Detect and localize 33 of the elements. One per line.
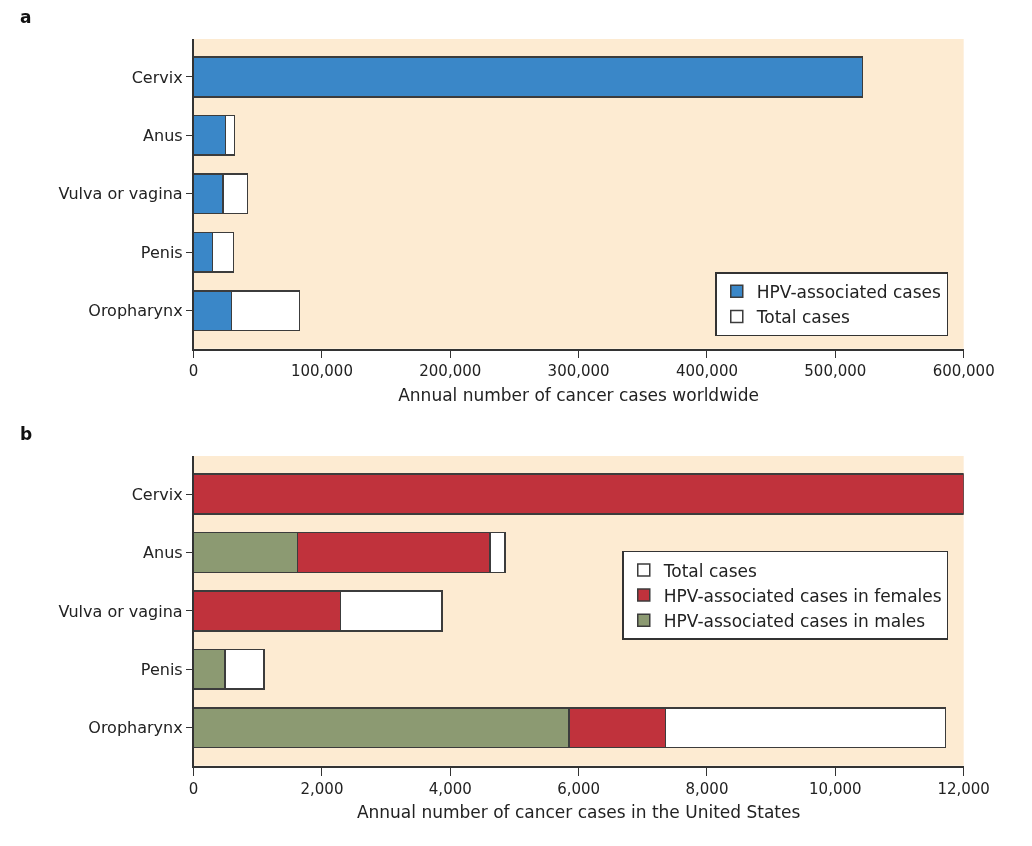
text: a [20,7,32,27]
y-tick-label: Cervix [131,484,183,504]
x-tick-label: 400,000 [675,362,738,381]
y-tick-label: Vulva or vagina [58,601,183,621]
text: b [20,424,33,444]
legend-label: HPV-associated cases [756,281,941,302]
x-tick-label: 100,000 [290,362,353,381]
x-tick-label: 0 [188,362,199,381]
x-tick-label: 500,000 [804,362,867,381]
y-tick-label: Oropharynx [88,718,183,738]
y-tick-label: Anus [143,125,183,145]
y-tick-label: Anus [143,543,183,563]
x-tick-label: 0 [188,779,199,798]
x-tick-label: 600,000 [932,362,995,381]
y-tick-label: Vulva or vagina [58,184,183,204]
x-axis-title: Annual number of cancer cases in the United States [356,802,801,823]
x-tick-label: 200,000 [419,362,482,381]
x-tick-label: 6,000 [557,779,601,798]
x-tick-label: 8,000 [685,779,729,798]
x-tick-label: 300,000 [547,362,610,381]
legend-label: HPV-associated cases in females [663,585,942,606]
x-tick-label: 2,000 [300,779,344,798]
legend-label: Total cases [662,560,757,581]
legend-label: HPV-associated cases in males [663,610,926,631]
x-tick-label: 4,000 [428,779,472,798]
y-tick-label: Oropharynx [88,301,183,321]
x-axis-title: Annual number of cancer cases worldwide [398,385,760,406]
y-tick-label: Cervix [131,67,183,87]
legend-label: Total cases [755,307,850,328]
x-tick-label: 12,000 [937,779,990,798]
x-tick-label: 10,000 [809,779,862,798]
y-tick-label: Penis [140,242,183,262]
y-tick-label: Penis [140,659,183,679]
